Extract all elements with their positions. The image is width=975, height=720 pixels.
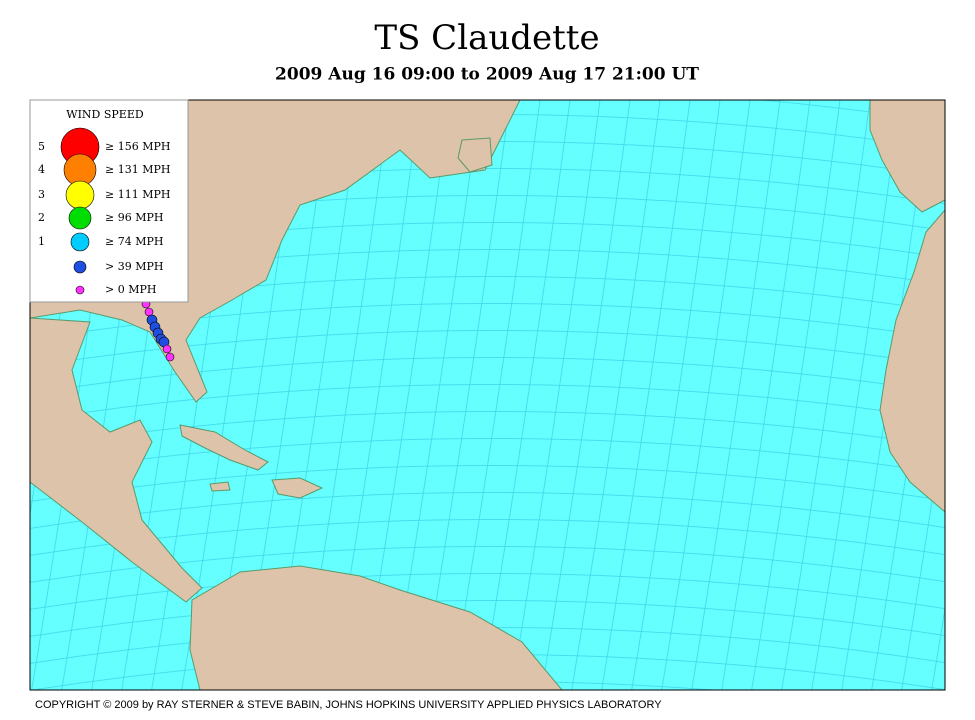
legend-category: 5 — [38, 140, 45, 153]
legend-box — [29, 99, 189, 303]
parallel — [30, 600, 945, 637]
meridian — [511, 100, 601, 690]
meridian — [901, 413, 945, 690]
copyright: COPYRIGHT © 2009 by RAY STERNER & STEVE … — [35, 699, 662, 711]
meridian — [691, 100, 781, 690]
parallel — [30, 492, 945, 529]
meridian — [811, 100, 901, 690]
legend-swatch — [70, 232, 90, 252]
legend-label: ≥ 96 MPH — [105, 211, 163, 224]
legend-category: 3 — [38, 188, 45, 201]
hispaniola — [271, 477, 324, 499]
meridian — [661, 100, 751, 690]
parallel — [30, 330, 945, 367]
mexico-central-america — [30, 317, 203, 603]
legend-label: ≥ 156 MPH — [105, 140, 170, 153]
track-point — [165, 352, 175, 362]
legend-swatch — [73, 260, 87, 274]
meridian — [751, 100, 841, 690]
south-america — [189, 565, 563, 690]
legend-category: 4 — [38, 163, 45, 176]
track-point — [162, 344, 172, 354]
map-frame — [29, 99, 946, 691]
meridian — [571, 100, 661, 690]
meridian — [541, 100, 631, 690]
map — [30, 100, 975, 700]
legend-category: 2 — [38, 211, 45, 224]
meridian — [601, 100, 691, 690]
parallel — [30, 438, 945, 475]
legend-category: 1 — [38, 235, 45, 248]
europe — [869, 100, 945, 213]
title: TS Claudette — [374, 18, 599, 58]
legend-label: > 0 MPH — [105, 283, 156, 296]
legend-items: 5 ≥ 156 MPH 4 ≥ 131 MPH 3 ≥ 111 MPH 2 ≥ 96 MPH 1… — [38, 127, 170, 296]
legend-label: > 39 MPH — [105, 260, 163, 273]
meridian — [960, 100, 975, 700]
legend: WIND SPEED 5 ≥ 156 MPH 4 ≥ 131 MPH 3 ≥ 111 MP… — [29, 99, 189, 303]
meridian — [931, 605, 945, 690]
legend-title: WIND SPEED — [66, 108, 144, 121]
legend-label: ≥ 74 MPH — [105, 235, 163, 248]
legend-swatch — [68, 206, 92, 230]
legend-swatch — [75, 285, 85, 295]
africa — [879, 209, 945, 513]
parallel — [30, 357, 945, 394]
newfoundland — [457, 137, 493, 173]
legend-label: ≥ 111 MPH — [105, 188, 170, 201]
legend-swatch — [65, 180, 95, 210]
parallel — [30, 573, 945, 610]
parallel — [30, 465, 945, 502]
cuba — [179, 424, 269, 471]
parallel — [30, 411, 945, 448]
subtitle: 2009 Aug 16 09:00 to 2009 Aug 17 21:00 U… — [275, 65, 699, 85]
jamaica — [209, 481, 231, 492]
meridian — [631, 100, 721, 690]
legend-label: ≥ 131 MPH — [105, 163, 170, 176]
meridian — [721, 100, 811, 690]
storm-track — [141, 299, 175, 362]
meridian — [481, 100, 571, 690]
meridian — [30, 100, 31, 104]
parallel — [30, 384, 945, 421]
